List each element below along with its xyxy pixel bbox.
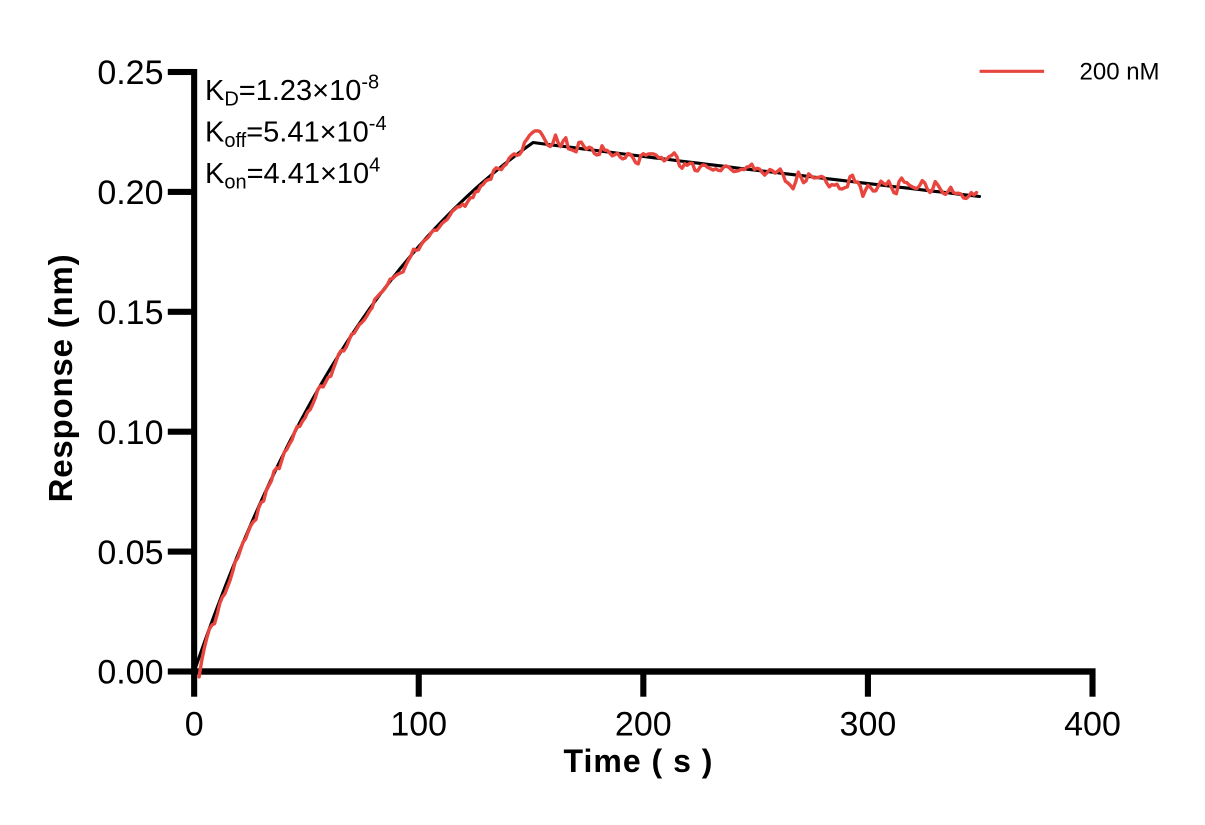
svg-text:200 nM: 200 nM <box>1080 58 1160 85</box>
svg-text:0.20: 0.20 <box>97 174 163 212</box>
svg-text:Kon=4.41×104: Kon=4.41×104 <box>205 155 380 194</box>
svg-text:0.05: 0.05 <box>97 534 163 572</box>
svg-text:Response (nm): Response (nm) <box>42 254 79 503</box>
svg-text:0.00: 0.00 <box>97 654 163 692</box>
svg-text:300: 300 <box>840 705 897 743</box>
svg-text:0.25: 0.25 <box>97 54 163 92</box>
svg-text:100: 100 <box>390 705 447 743</box>
svg-text:200: 200 <box>615 705 672 743</box>
svg-text:0.15: 0.15 <box>97 294 163 332</box>
svg-text:Time ( s ): Time ( s ) <box>564 743 714 779</box>
svg-text:400: 400 <box>1064 705 1121 743</box>
svg-text:0.10: 0.10 <box>97 414 163 452</box>
svg-text:Koff=5.41×10-4: Koff=5.41×10-4 <box>205 113 387 152</box>
svg-text:0: 0 <box>185 705 204 743</box>
